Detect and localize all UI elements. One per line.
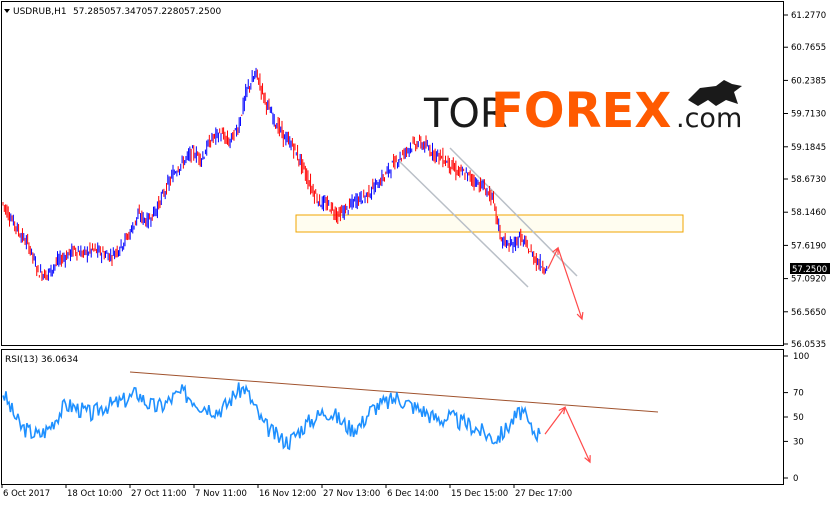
rsi-label: RSI(13) 36.0634 (5, 355, 78, 365)
price-tick-label: 56.5650 (791, 308, 826, 318)
open-value: 57.2850 (73, 7, 110, 17)
symbol-label: USDRUB,H1 (13, 7, 67, 17)
triangle-down-icon (4, 9, 10, 13)
time-axis: 6 Oct 2017 18 Oct 10:00 27 Oct 11:00 7 Nov … (1, 484, 572, 499)
price-tick-label: 60.7655 (791, 43, 826, 53)
rsi-tick-label: 30 (793, 437, 804, 447)
current-price-text: 57.2500 (792, 265, 827, 275)
price-tick-label: 58.1460 (791, 208, 826, 218)
price-tick-label: 56.0535 (791, 340, 826, 350)
channel-lower-line[interactable] (397, 159, 529, 288)
price-forecast-down-head (576, 312, 584, 321)
rsi-forecast-up (544, 406, 566, 435)
rsi-axis: 100 70 50 30 0 (784, 352, 809, 484)
support-zone[interactable] (295, 214, 684, 233)
close-value: 57.2500 (184, 7, 221, 17)
price-forecast-arrows (547, 246, 584, 321)
price-tick-label: 57.0920 (791, 275, 826, 285)
price-tick-label: 57.6190 (791, 241, 826, 251)
rsi-forecast-down (564, 406, 591, 463)
price-tick-label: 58.6730 (791, 175, 826, 185)
price-panel-frame[interactable] (1, 1, 784, 346)
time-tick-label: 27 Oct 11:00 (131, 489, 186, 499)
time-tick-label: 6 Oct 2017 (3, 489, 50, 499)
torforex-watermark: TOR FOREX .com (423, 80, 742, 139)
price-axis: 61.2770 60.7655 60.2385 59.7130 59.1845 58.67… (784, 11, 826, 350)
rsi-trendline[interactable] (129, 371, 659, 413)
time-tick-label: 6 Dec 14:00 (387, 489, 439, 499)
rsi-tick-label: 100 (793, 352, 809, 362)
time-tick-label: 27 Dec 17:00 (515, 489, 572, 499)
rsi-tick-label: 50 (793, 413, 804, 423)
low-value: 57.2280 (147, 7, 184, 17)
price-tick-label: 61.2770 (791, 11, 826, 21)
rsi-line (2, 382, 541, 451)
rsi-polyline (2, 382, 541, 451)
time-tick-label: 16 Nov 12:00 (259, 489, 316, 499)
watermark-forex: FOREX (491, 83, 671, 139)
price-tick-label: 59.7130 (791, 110, 826, 120)
rsi-forecast-arrows (544, 406, 591, 464)
watermark-com: .com (676, 103, 742, 134)
price-forecast-down (557, 247, 583, 320)
rsi-tick-label: 0 (793, 474, 798, 484)
price-tick-label: 59.1845 (791, 143, 826, 153)
rsi-forecast-down-head (584, 455, 591, 464)
rsi-tick-label: 70 (793, 389, 804, 399)
price-tick-label: 60.2385 (791, 76, 826, 86)
rsi-panel-frame[interactable] (1, 349, 784, 485)
bull-logo-icon (688, 80, 742, 106)
price-forecast-up (547, 247, 559, 269)
price-candles (2, 67, 548, 281)
high-value: 57.3470 (110, 7, 147, 17)
time-tick-label: 15 Dec 15:00 (451, 489, 508, 499)
time-tick-label: 7 Nov 11:00 (195, 489, 247, 499)
time-tick-label: 27 Nov 13:00 (323, 489, 380, 499)
channel-upper-line[interactable] (449, 147, 578, 277)
current-price-tag (790, 263, 830, 274)
time-tick-label: 18 Oct 10:00 (67, 489, 122, 499)
watermark-tor: TOR (423, 91, 508, 137)
